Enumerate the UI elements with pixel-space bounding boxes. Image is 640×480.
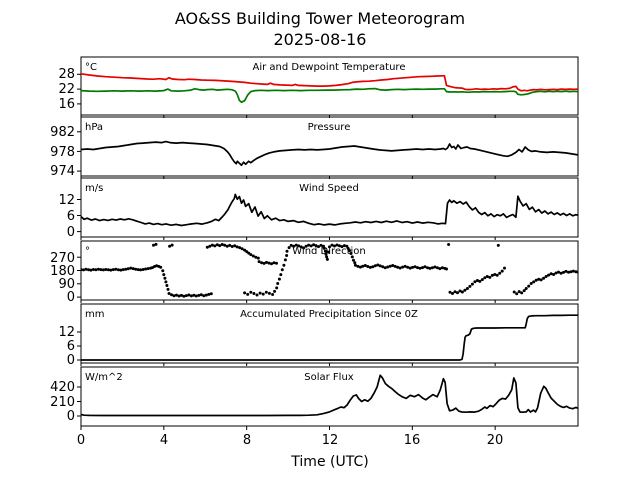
y-tick-label: 12 [58,325,75,340]
y-tick-label: 6 [67,339,75,354]
y-tick-label: 22 [58,82,75,97]
x-tick-label: 20 [487,433,504,448]
chart-title: AO&SS Building Tower Meteorogram [175,9,465,28]
panel-solar-flux: W/m^2 Solar Flux 420 210 0 [50,366,579,427]
x-axis: 0 4 8 12 16 20 Time (UTC) [77,433,503,470]
y-tick-label: 0 [67,290,75,305]
panel-unit: ° [85,246,90,257]
panel-unit: mm [85,309,104,320]
y-tick-label: 180 [50,264,75,279]
panel-unit: hPa [85,122,103,133]
panel-title: Solar Flux [304,372,354,383]
panel-title: Accumulated Precipitation Since 0Z [240,309,418,320]
panel-title: Air and Dewpoint Temperature [253,62,406,73]
y-tick-label: 0 [67,409,75,424]
chart-date: 2025-08-16 [274,30,367,49]
panel-title: Pressure [308,122,351,133]
y-tick-label: 974 [50,164,75,179]
x-tick-label: 12 [322,433,339,448]
y-tick-label: 90 [58,277,75,292]
y-tick-label: 0 [67,353,75,368]
panel-title: Wind Speed [299,183,359,194]
y-tick-label: 420 [50,380,75,395]
y-tick-label: 0 [67,225,75,240]
y-tick-label: 210 [50,395,75,410]
panel-unit: °C [85,62,97,73]
x-tick-label: 16 [404,433,421,448]
y-tick-label: 982 [50,125,75,140]
y-tick-label: 28 [58,67,75,82]
panel-wind-speed: m/s Wind Speed 12 6 0 [58,177,579,240]
y-tick-label: 12 [58,193,75,208]
y-tick-label: 978 [50,145,75,160]
panel-unit: W/m^2 [85,372,123,383]
panel-unit: m/s [85,183,103,194]
x-tick-label: 0 [77,433,85,448]
y-tick-label: 16 [58,97,75,112]
panel-pressure: hPa Pressure 982 978 974 [50,116,579,179]
x-tick-label: 8 [243,433,251,448]
y-tick-label: 270 [50,251,75,266]
panel-accumulated-precipitation: mm Accumulated Precipitation Since 0Z 12… [58,303,579,368]
y-tick-label: 6 [67,209,75,224]
x-tick-label: 4 [160,433,168,448]
plot-layer [77,72,578,430]
x-axis-label: Time (UTC) [290,454,368,470]
